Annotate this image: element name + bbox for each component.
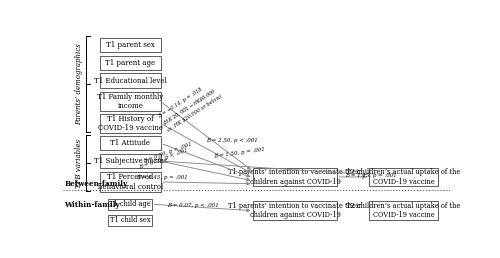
FancyBboxPatch shape — [100, 38, 161, 52]
Text: B = 0.15, p < .001: B = 0.15, p < .001 — [139, 148, 189, 170]
FancyBboxPatch shape — [100, 136, 161, 150]
Text: B = 2.50, p < .001: B = 2.50, p < .001 — [206, 138, 258, 143]
FancyBboxPatch shape — [252, 201, 338, 220]
Text: T1 parent sex: T1 parent sex — [106, 41, 155, 49]
Text: Between-family: Between-family — [64, 180, 128, 188]
Text: T1 parent age: T1 parent age — [105, 59, 156, 67]
Text: T1 child sex: T1 child sex — [110, 216, 150, 224]
Text: T1 History of
COVID-19 vaccine: T1 History of COVID-19 vaccine — [98, 115, 163, 132]
Text: B = 0.80, p < .001: B = 0.80, p < .001 — [142, 142, 192, 164]
FancyBboxPatch shape — [369, 201, 438, 220]
Text: B = 1.50, p = .001: B = 1.50, p = .001 — [214, 147, 266, 159]
Text: T1 Educational level: T1 Educational level — [94, 77, 166, 85]
Text: Parents’ demographics: Parents’ demographics — [75, 43, 83, 125]
FancyBboxPatch shape — [100, 154, 161, 168]
FancyBboxPatch shape — [369, 168, 438, 186]
Text: Within-family: Within-family — [64, 201, 120, 209]
FancyBboxPatch shape — [100, 74, 161, 88]
Text: B = 0.07, p < .001: B = 0.07, p < .001 — [167, 203, 219, 208]
Text: T1 Attitude: T1 Attitude — [110, 139, 150, 147]
Text: T1 Family monthly
income: T1 Family monthly income — [97, 93, 164, 110]
FancyBboxPatch shape — [100, 172, 161, 192]
FancyBboxPatch shape — [100, 114, 161, 133]
Text: T1 parents’ intention to vaccinate their
children against COVID-19: T1 parents’ intention to vaccinate their… — [228, 202, 362, 220]
Text: T1 parents’ intention to vaccinate their
children against COVID-19: T1 parents’ intention to vaccinate their… — [228, 168, 362, 186]
Text: B = 1.15, p = .001: B = 1.15, p = .001 — [346, 173, 397, 178]
Text: TPB variables: TPB variables — [75, 139, 83, 188]
FancyBboxPatch shape — [100, 55, 161, 70]
Text: B = −0.14, p = .018
(HK $20,001-HK $40,000
vs. HK $20,000 or below): B = −0.14, p = .018 (HK $20,001-HK $40,0… — [158, 79, 224, 133]
Text: T1 Perceived
behavioral control: T1 Perceived behavioral control — [98, 173, 163, 191]
Text: T1 child age: T1 child age — [110, 200, 151, 208]
Text: T2 children’s actual uptake of the
COVID-19 vaccine: T2 children’s actual uptake of the COVID… — [346, 168, 461, 186]
FancyBboxPatch shape — [108, 214, 152, 226]
FancyBboxPatch shape — [108, 199, 152, 210]
Text: B = 0.45, p = .001: B = 0.45, p = .001 — [136, 175, 188, 180]
Text: T1 Subjective norms: T1 Subjective norms — [94, 157, 167, 165]
FancyBboxPatch shape — [100, 92, 161, 111]
Text: T2 children’s actual uptake of the
COVID-19 vaccine: T2 children’s actual uptake of the COVID… — [346, 202, 461, 220]
FancyBboxPatch shape — [252, 168, 338, 186]
